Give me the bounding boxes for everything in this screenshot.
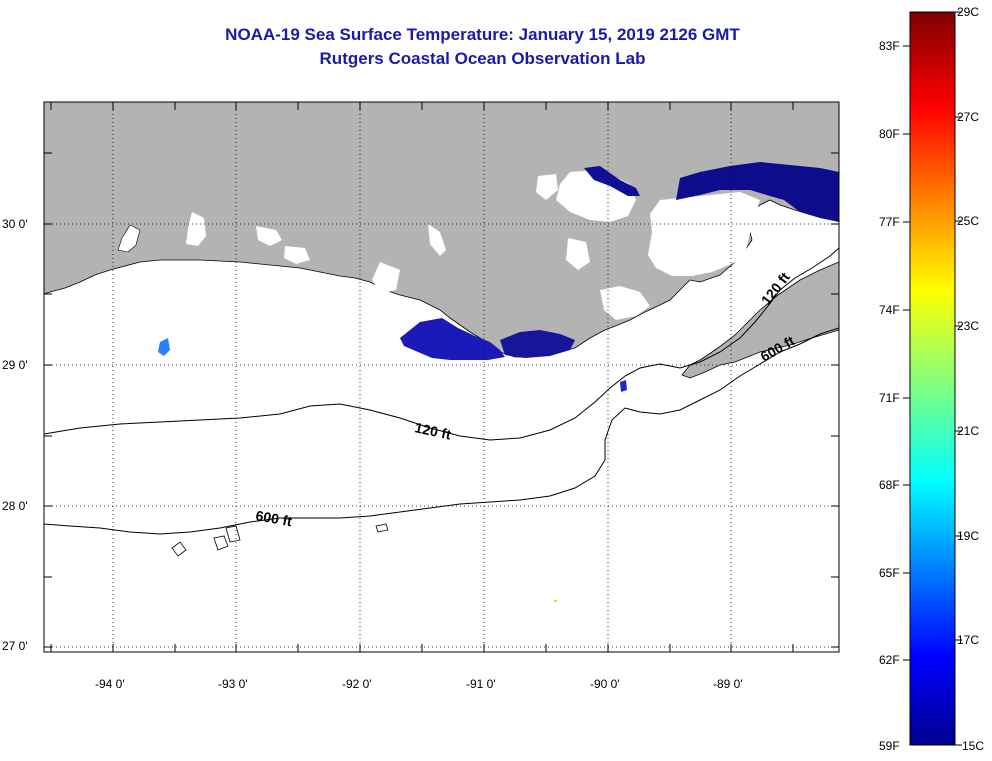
lon-label-92: -92 0' [342, 677, 372, 691]
warm-spot-offshore [158, 338, 170, 356]
map-border [43, 101, 840, 653]
lat-label-28: 28 0' [2, 499, 28, 513]
colorbar-f-label: 80F [879, 127, 900, 141]
colorbar-c-label: 21C [957, 424, 980, 438]
colorbar-c-label: 17C [957, 633, 980, 647]
lat-label-29: 29 0' [2, 358, 28, 372]
contour-120ft [44, 247, 839, 441]
colorbar-f-label: 83F [879, 39, 900, 53]
map-title: NOAA-19 Sea Surface Temperature: January… [225, 25, 740, 44]
lake-borgne-cloud [648, 192, 760, 276]
lake-grand [256, 226, 282, 246]
lon-label-94: -94 0' [95, 677, 125, 691]
lake-white [284, 246, 310, 264]
colorbar-f-label: 74F [879, 303, 900, 317]
contour-600ft [44, 327, 839, 535]
colorbar-c-label: 23C [957, 319, 980, 333]
cold-spot-delta [620, 380, 627, 392]
colorbar-f-label: 71F [879, 391, 900, 405]
colorbar-c-label: 19C [957, 529, 980, 543]
colorbar-c-label: 29C [957, 5, 980, 19]
colorbar-f-label: 65F [879, 566, 900, 580]
colorbar-f-label: 59F [879, 739, 900, 753]
barataria-cloud [600, 286, 650, 320]
lake-maurepas [536, 174, 558, 200]
colorbar-f-label: 62F [879, 653, 900, 667]
contour-label-120-west: 120 ft [413, 419, 452, 442]
lat-label-27: 27 0' [2, 639, 28, 653]
colorbar-c-label: 25C [957, 214, 980, 228]
tick-marks [44, 102, 839, 652]
colorbar [909, 11, 956, 746]
colorbar-c-label: 27C [957, 110, 980, 124]
colorbar-ticks [903, 11, 962, 746]
colorbar-f-label: 68F [879, 478, 900, 492]
map-subtitle: Rutgers Coastal Ocean Observation Lab [319, 49, 646, 68]
cold-water-pontchartrain [584, 166, 640, 196]
lon-label-90: -90 0' [590, 677, 620, 691]
grid-lines [44, 102, 839, 652]
contour-600ft-loops [171, 523, 389, 557]
colorbar-f-label: 77F [879, 215, 900, 229]
lake-calcasieu [186, 212, 206, 246]
lon-label-91: -91 0' [466, 677, 496, 691]
lon-label-89: -89 0' [713, 677, 743, 691]
lake-sabine [117, 224, 141, 253]
lake-salvador [566, 238, 590, 270]
lat-label-30: 30 0' [2, 217, 28, 231]
contour-label-600-west: 600 ft [254, 507, 293, 529]
coastal-cloud-east [694, 290, 730, 332]
terrebonne-cloud [372, 262, 400, 294]
cold-water-mississippi-sound [676, 162, 839, 222]
colorbar-c-label: 15C [962, 739, 985, 753]
lon-label-93: -93 0' [218, 677, 248, 691]
atchafalaya-cloud [428, 224, 446, 256]
cold-water-atchafalaya-bay [400, 318, 505, 360]
cold-water-terrebonne [500, 330, 575, 358]
yellow-pixel [554, 600, 557, 602]
